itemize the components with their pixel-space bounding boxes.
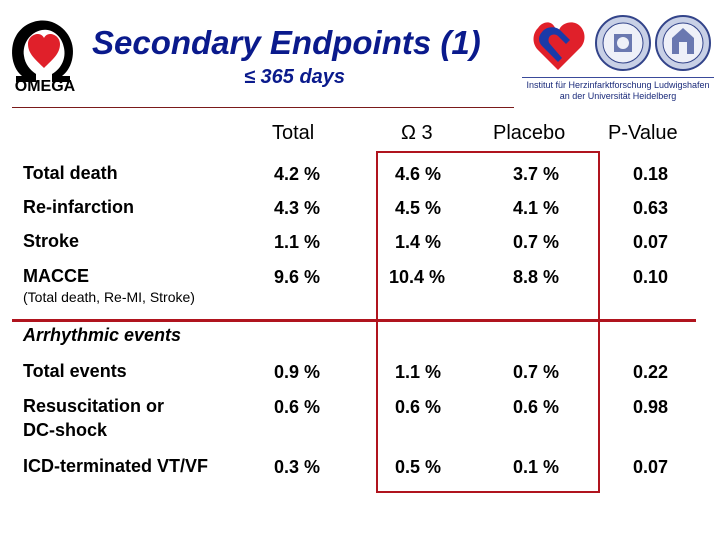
header-rule xyxy=(12,107,514,108)
cell-omega3: 4.5 % xyxy=(395,198,442,218)
cell-placebo: 0.6 % xyxy=(513,397,560,417)
cell-omega3: 1.1 % xyxy=(395,362,442,382)
institute-divider xyxy=(522,77,714,78)
institute-name: Institut für Herzinfarktforschung Ludwig… xyxy=(522,80,714,102)
row-label: MACCE xyxy=(23,266,89,286)
col-header-placebo: Placebo xyxy=(493,122,566,144)
cell-placebo: 0.1 % xyxy=(513,457,560,477)
cell-placebo: 4.1 % xyxy=(513,198,560,218)
heidelberg-seal-icon xyxy=(655,15,711,71)
omega-logo-text: OMEGA xyxy=(14,78,76,95)
row-label: Stroke xyxy=(23,231,80,251)
cell-pvalue: 0.63 xyxy=(633,198,669,218)
omega-heart-logo xyxy=(12,20,74,82)
cell-pvalue: 0.07 xyxy=(633,457,669,477)
university-seal-icon xyxy=(595,15,651,71)
cell-pvalue: 0.22 xyxy=(633,362,669,382)
cell-total: 4.3 % xyxy=(274,198,321,218)
cell-total: 0.3 % xyxy=(274,457,321,477)
cell-placebo: 8.8 % xyxy=(513,267,560,287)
row-label: ICD-terminated VT/VF xyxy=(23,456,209,476)
omega3-placebo-highlight-box xyxy=(376,151,600,493)
cell-omega3: 1.4 % xyxy=(395,232,442,252)
cell-omega3: 0.6 % xyxy=(395,397,442,417)
row-label: Resuscitation or xyxy=(23,396,165,416)
page-subtitle: ≤ 365 days xyxy=(244,66,346,88)
col-header-total: Total xyxy=(272,122,315,144)
cell-total: 0.6 % xyxy=(274,397,321,417)
cell-omega3: 4.6 % xyxy=(395,164,442,184)
cell-total: 0.9 % xyxy=(274,362,321,382)
cell-omega3: 0.5 % xyxy=(395,457,442,477)
cell-omega3: 10.4 % xyxy=(389,267,446,287)
section-divider xyxy=(12,319,696,322)
institute-line-2: an der Universität Heidelberg xyxy=(559,91,677,101)
cell-total: 1.1 % xyxy=(274,232,321,252)
cell-pvalue: 0.10 xyxy=(633,267,669,287)
col-header-pvalue: P-Value xyxy=(608,122,678,144)
page-title: Secondary Endpoints (1) xyxy=(92,24,481,61)
row-sublabel: (Total death, Re-MI, Stroke) xyxy=(23,289,195,305)
cell-placebo: 0.7 % xyxy=(513,362,560,382)
row-label: Re-infarction xyxy=(23,197,135,217)
institute-heart-logo xyxy=(533,22,585,70)
row-label: Total death xyxy=(23,163,118,183)
cell-pvalue: 0.07 xyxy=(633,232,669,252)
row-label-continued: DC-shock xyxy=(23,420,108,440)
cell-pvalue: 0.18 xyxy=(633,164,669,184)
col-header-omega3: Ω 3 xyxy=(401,122,433,144)
section-title: Arrhythmic events xyxy=(23,325,182,345)
row-label: Total events xyxy=(23,361,127,381)
cell-total: 4.2 % xyxy=(274,164,321,184)
cell-placebo: 3.7 % xyxy=(513,164,560,184)
cell-placebo: 0.7 % xyxy=(513,232,560,252)
institute-line-1: Institut für Herzinfarktforschung Ludwig… xyxy=(526,80,710,90)
cell-total: 9.6 % xyxy=(274,267,321,287)
cell-pvalue: 0.98 xyxy=(633,397,669,417)
